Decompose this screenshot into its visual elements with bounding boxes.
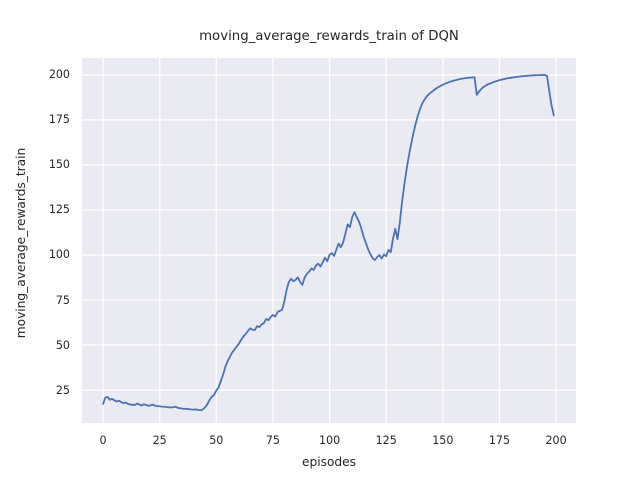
x-tick-label: 25 xyxy=(152,434,167,447)
x-tick-label: 0 xyxy=(99,434,107,447)
x-tick-label: 175 xyxy=(488,434,511,447)
x-axis-label: episodes xyxy=(301,455,356,469)
y-tick-label: 75 xyxy=(55,293,70,307)
y-tick-label: 200 xyxy=(48,68,70,82)
x-tick-label: 50 xyxy=(209,434,224,447)
y-tick-label: 125 xyxy=(48,203,70,217)
x-tick-label: 75 xyxy=(265,434,280,447)
y-tick-label: 150 xyxy=(48,158,70,172)
y-tick-label: 175 xyxy=(48,113,70,127)
x-tick-label: 100 xyxy=(318,434,341,447)
y-tick-label: 50 xyxy=(55,338,70,352)
x-tick-label: 125 xyxy=(375,434,397,447)
chart-title: moving_average_rewards_train of DQN xyxy=(199,29,459,44)
x-tick-label: 150 xyxy=(432,434,454,447)
y-tick-label: 100 xyxy=(48,248,70,262)
reward-line-series xyxy=(102,74,555,412)
y-tick-label: 25 xyxy=(55,383,70,397)
y-axis-label: moving_average_rewards_train xyxy=(14,147,28,339)
x-tick-label: 200 xyxy=(545,434,567,447)
